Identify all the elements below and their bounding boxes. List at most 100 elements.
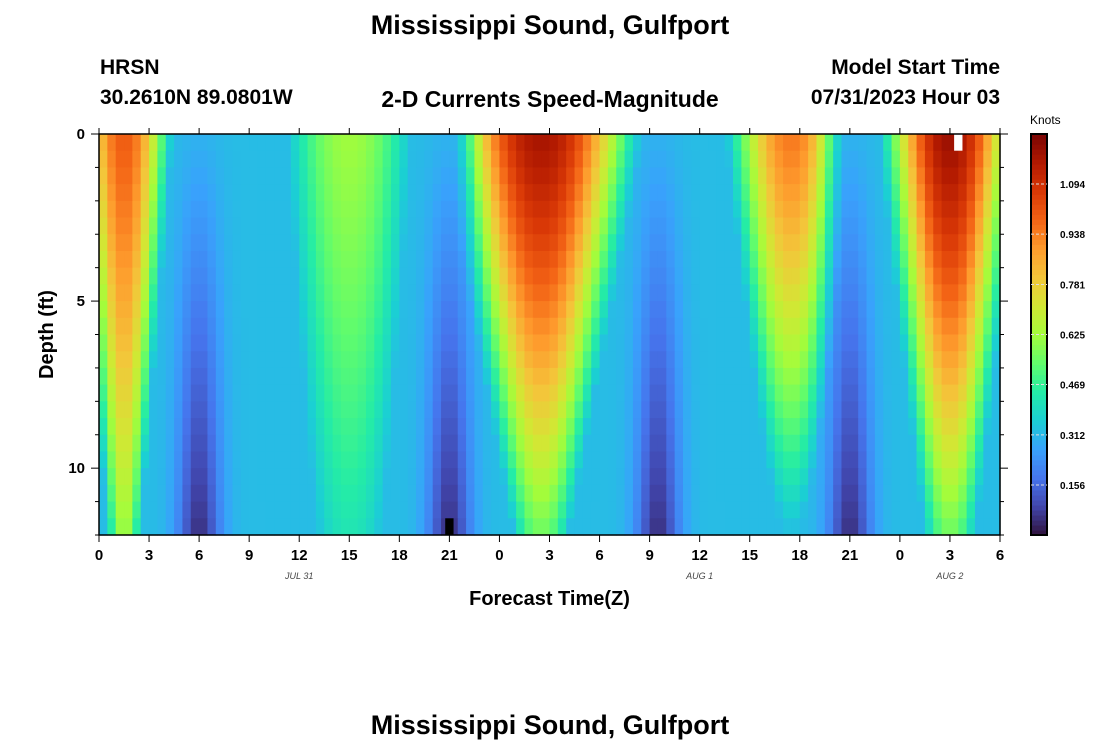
heatmap-cell <box>207 200 217 219</box>
heatmap-cell <box>841 334 851 352</box>
heatmap-cell <box>891 451 901 469</box>
heatmap-cell <box>174 284 184 302</box>
heatmap-cell <box>916 434 926 453</box>
heatmap-cell <box>332 451 342 469</box>
heatmap-cell <box>599 501 609 519</box>
heatmap-cell <box>491 250 501 269</box>
heatmap-cell <box>699 451 709 469</box>
heatmap-cell <box>182 468 192 486</box>
heatmap-cell <box>791 351 801 369</box>
heatmap-cell <box>432 501 442 519</box>
heatmap-cell <box>574 234 584 252</box>
heatmap-cell <box>582 384 592 402</box>
heatmap-cell <box>682 284 692 302</box>
heatmap-cell <box>632 267 642 285</box>
heatmap-cell <box>207 267 217 285</box>
heatmap-cell <box>374 200 384 219</box>
colorbar-segment <box>1031 434 1047 441</box>
heatmap-cell <box>591 167 601 185</box>
heatmap-cell <box>182 484 192 503</box>
heatmap-cell <box>365 301 375 319</box>
heatmap-cell <box>232 267 242 285</box>
heatmap-cell <box>157 250 167 269</box>
heatmap-cell <box>457 401 467 419</box>
heatmap-cell <box>541 518 551 536</box>
heatmap-cell <box>758 468 767 486</box>
heatmap-cell <box>933 351 943 369</box>
heatmap-cell <box>466 501 476 519</box>
heatmap-cell <box>682 134 692 152</box>
heatmap-cell <box>607 451 617 469</box>
heatmap-cell <box>466 351 476 369</box>
heatmap-cell <box>816 317 826 336</box>
heatmap-cell <box>182 317 192 336</box>
heatmap-cell <box>274 301 284 319</box>
heatmap-cell <box>149 468 158 486</box>
heatmap-cell <box>916 518 926 536</box>
heatmap-cell <box>657 134 667 152</box>
colorbar-segment <box>1031 429 1047 436</box>
heatmap-cell <box>532 184 542 202</box>
heatmap-cell <box>808 418 818 436</box>
heatmap-cell <box>641 200 651 219</box>
heatmap-cell <box>124 384 133 402</box>
heatmap-cell <box>441 250 450 269</box>
heatmap-cell <box>833 401 843 419</box>
heatmap-cell <box>299 167 309 185</box>
heatmap-cell <box>833 284 843 302</box>
heatmap-cell <box>466 217 476 235</box>
heatmap-cell <box>265 451 275 469</box>
heatmap-cell <box>766 167 776 185</box>
heatmap-cell <box>958 200 968 219</box>
heatmap-cell <box>416 267 425 285</box>
heatmap-cell <box>274 418 284 436</box>
heatmap-cell <box>240 200 250 219</box>
heatmap-cell <box>474 484 484 503</box>
heatmap-cell <box>549 200 559 219</box>
heatmap-cell <box>107 484 117 503</box>
heatmap-cell <box>582 334 592 352</box>
heatmap-cell <box>332 134 342 152</box>
heatmap-cell <box>365 468 375 486</box>
heatmap-cell <box>407 451 417 469</box>
heatmap-cell <box>257 184 267 202</box>
heatmap-cell <box>824 401 834 419</box>
heatmap-cell <box>991 267 1001 285</box>
heatmap-cell <box>232 434 242 453</box>
heatmap-cell <box>491 451 501 469</box>
heatmap-cell <box>299 200 309 219</box>
heatmap-cell <box>766 250 776 269</box>
heatmap-cell <box>482 184 492 202</box>
heatmap-cell <box>557 518 567 536</box>
heatmap-cell <box>691 518 701 536</box>
heatmap-cell <box>599 317 609 336</box>
heatmap-cell <box>290 167 300 185</box>
heatmap-cell <box>232 234 242 252</box>
heatmap-cell <box>524 167 534 185</box>
heatmap-cell <box>165 184 175 202</box>
heatmap-cell <box>424 401 434 419</box>
heatmap-cell <box>115 134 125 152</box>
heatmap-cell <box>424 434 434 453</box>
heatmap-cell <box>824 150 834 169</box>
heatmap-cell <box>699 334 709 352</box>
heatmap-cell <box>199 150 209 169</box>
heatmap-cell <box>257 317 267 336</box>
heatmap-cell <box>299 401 309 419</box>
heatmap-cell <box>924 167 934 185</box>
heatmap-cell <box>382 501 392 519</box>
heatmap-cell <box>124 234 133 252</box>
heatmap-cell <box>199 284 209 302</box>
heatmap-cell <box>808 167 818 185</box>
heatmap-cell <box>274 367 284 386</box>
heatmap-cell <box>382 250 392 269</box>
heatmap-cell <box>199 217 209 235</box>
heatmap-cell <box>624 167 634 185</box>
heatmap-cell <box>382 317 392 336</box>
heatmap-cell <box>774 267 784 285</box>
heatmap-cell <box>733 250 742 269</box>
colorbar-segment <box>1031 359 1047 366</box>
heatmap-cell <box>741 284 751 302</box>
heatmap-cell <box>591 434 601 453</box>
heatmap-cell <box>958 484 968 503</box>
